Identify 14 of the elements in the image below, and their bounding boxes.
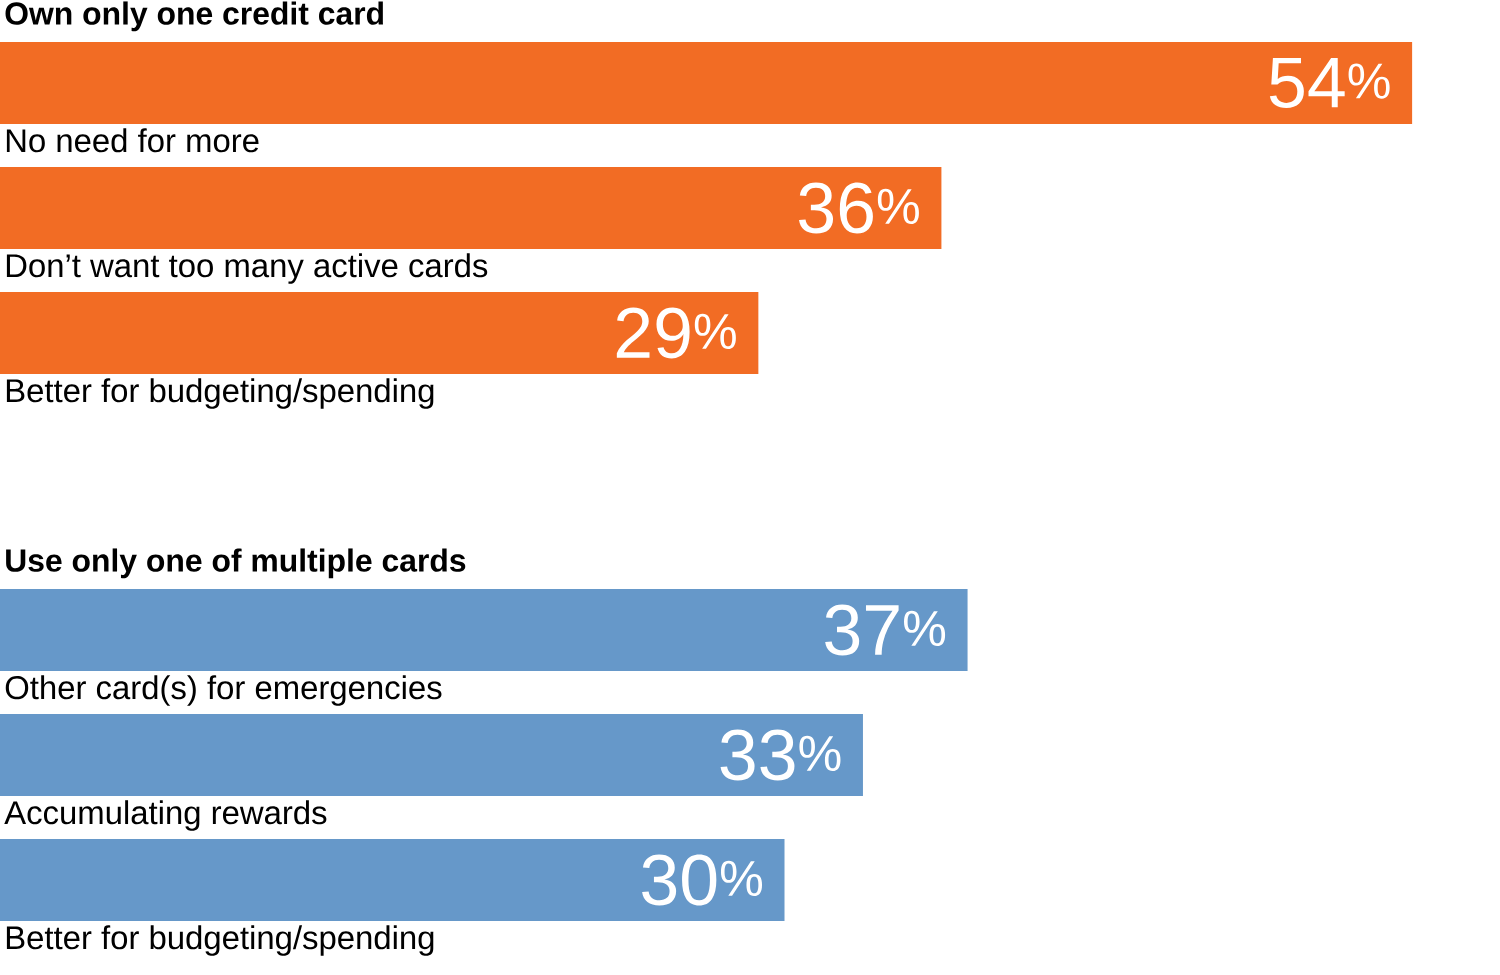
data-label: 30$^{%}$: [642, 854, 763, 906]
y-tick-label: Better for budgeting/spending: [6, 378, 434, 409]
data-label: 36$^{%}$: [799, 182, 919, 234]
chart-title: Use only one of multiple cards: [6, 548, 466, 579]
y-tick-label: Accumulating rewards: [4, 800, 327, 831]
data-label: 37$^{%}$: [825, 604, 946, 656]
y-tick-label: Better for budgeting/spending: [6, 925, 434, 956]
y-tick-label: Don’t want too many active cards: [6, 253, 488, 284]
data-label: 54$^{%}$: [1269, 57, 1390, 109]
chart-title: Own only one credit card: [5, 1, 383, 32]
data-label: 29$^{%}$: [616, 307, 736, 359]
y-tick-label: No need for more: [6, 128, 259, 153]
data-label: 33$^{%}$: [720, 729, 841, 781]
y-tick-label: Other card(s) for emergencies: [5, 675, 442, 706]
